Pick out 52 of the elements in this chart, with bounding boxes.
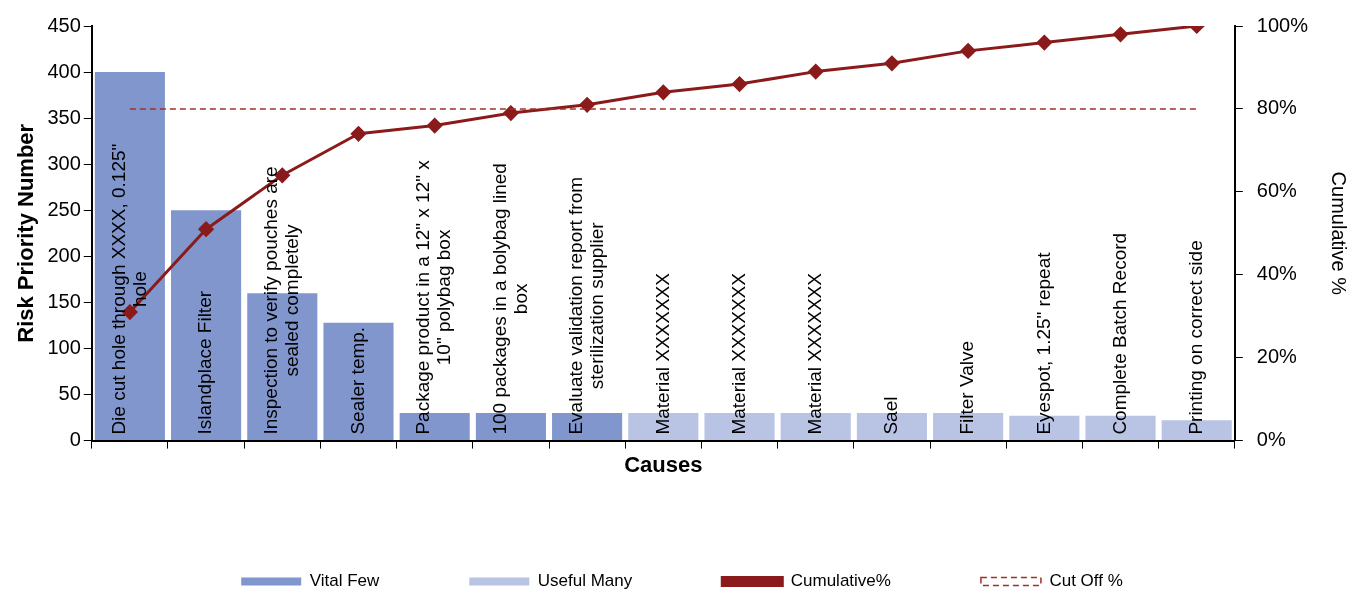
x-tick-label: Material XXXXXXX bbox=[727, 272, 749, 435]
y2-tick-label: 80% bbox=[1256, 96, 1298, 119]
y-tick-label: 350 bbox=[47, 105, 81, 128]
bar bbox=[323, 322, 394, 441]
y2-tick-label: 20% bbox=[1256, 345, 1298, 368]
legend-label: Useful Many bbox=[537, 571, 633, 591]
point bbox=[579, 97, 595, 113]
x-tick-label: Printing on correct side bbox=[1184, 240, 1206, 435]
x-tick-label: Package product in a 12" x 12" x 10" polybag box bbox=[412, 159, 455, 435]
point bbox=[1036, 35, 1052, 51]
x-tick-label: Material XXXXXXX bbox=[651, 272, 673, 435]
point bbox=[655, 84, 671, 100]
y-tick-label: 0 bbox=[69, 428, 81, 451]
point bbox=[427, 118, 443, 133]
x-tick-label: Sael bbox=[880, 396, 902, 435]
y2-tick-label: 60% bbox=[1256, 179, 1298, 202]
point bbox=[503, 105, 519, 121]
bar bbox=[94, 72, 165, 441]
x-tick-label: Sealer temp. bbox=[346, 326, 368, 435]
y2-tick-label: 40% bbox=[1256, 262, 1298, 285]
y-tick-label: 450 bbox=[47, 13, 81, 36]
y-axis-title: Risk Priority Number bbox=[13, 123, 39, 343]
x-tick-label: Evaluate validation report from sterilization supplier bbox=[564, 176, 607, 435]
point bbox=[1113, 26, 1129, 42]
x-tick-label: Material XXXXXXX bbox=[803, 272, 825, 435]
point bbox=[960, 43, 976, 59]
legend-label: Vital Few bbox=[309, 571, 381, 591]
x-tick-label: Complete Batch Record bbox=[1108, 232, 1130, 435]
point bbox=[350, 126, 366, 142]
y2-tick-label: 0% bbox=[1256, 428, 1286, 451]
legend-label: Cumulative% bbox=[790, 571, 891, 591]
x-axis-title: Causes bbox=[624, 451, 703, 477]
y-tick-label: 250 bbox=[47, 197, 81, 220]
y-tick-label: 300 bbox=[47, 151, 81, 174]
y2-axis-title: Cumulative % bbox=[1328, 171, 1351, 296]
x-tick-label: Eyespot, 1.25" repeat bbox=[1032, 251, 1054, 435]
legend-label: Cut Off % bbox=[1049, 571, 1123, 591]
x-tick-label: Die cut hole through XXXX, 0.125" hole bbox=[107, 143, 150, 435]
point bbox=[198, 221, 214, 237]
y-tick-label: 150 bbox=[47, 289, 81, 312]
y-tick-label: 50 bbox=[58, 382, 81, 405]
x-tick-label: Islandplace Filter bbox=[194, 290, 216, 435]
x-tick-label: Filter Valve bbox=[956, 340, 978, 435]
point bbox=[732, 76, 748, 92]
y-tick-label: 100 bbox=[47, 335, 81, 358]
point bbox=[808, 64, 824, 80]
y-tick-label: 400 bbox=[47, 59, 81, 82]
point bbox=[884, 55, 900, 71]
x-tick-label: 100 packages in a bolybag lined box bbox=[488, 163, 531, 435]
y2-tick-label: 100% bbox=[1256, 13, 1309, 36]
y-tick-label: 200 bbox=[47, 243, 81, 266]
bar bbox=[171, 210, 242, 441]
